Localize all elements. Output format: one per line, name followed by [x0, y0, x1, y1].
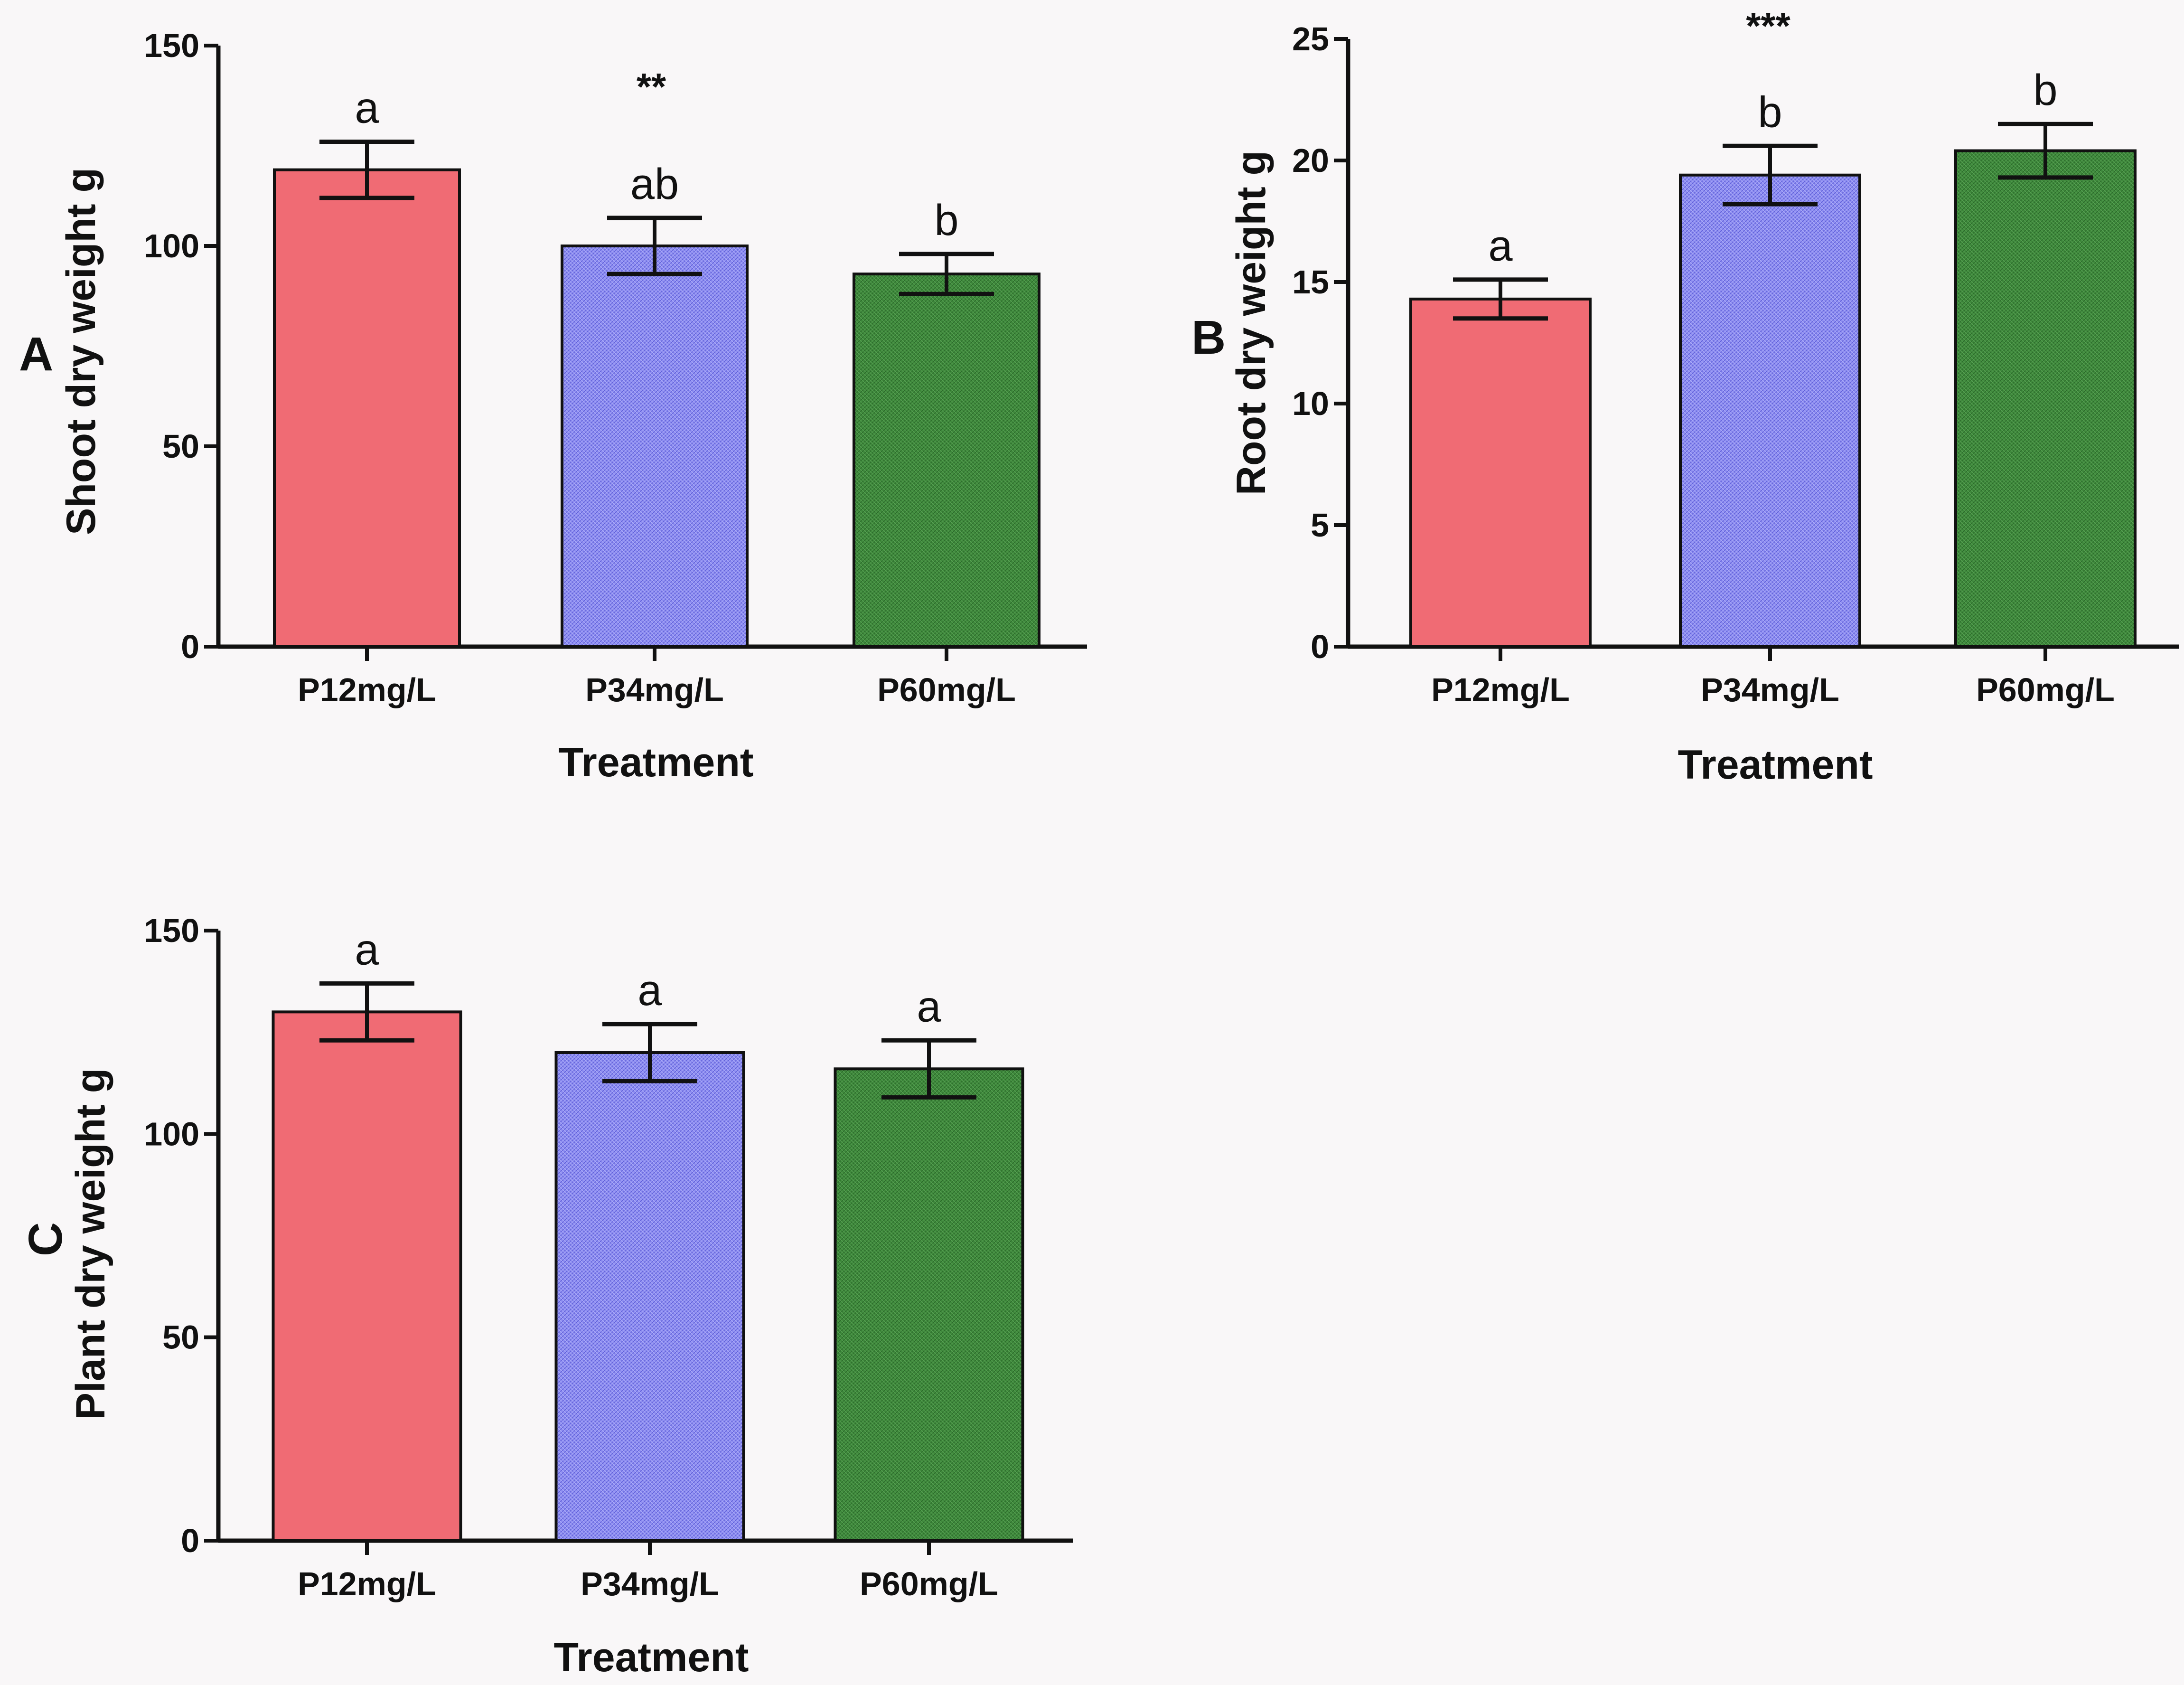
x-tick-label: P12mg/L [298, 1565, 436, 1602]
significance-letter: a [355, 925, 379, 974]
panel-letter: B [1191, 311, 1226, 364]
significance-letter: b [1758, 88, 1782, 136]
y-tick-label: 150 [144, 912, 199, 949]
y-tick-label: 25 [1292, 20, 1329, 57]
significance-letter: a [355, 84, 379, 132]
bar [1954, 149, 2137, 648]
significance-letter: b [934, 196, 958, 245]
significance-letter: ab [630, 160, 679, 208]
y-axis-title: Root dry weight g [1228, 151, 1274, 495]
y-tick-label: 0 [1311, 628, 1329, 665]
y-tick-label: 10 [1292, 385, 1329, 422]
y-tick-label: 0 [181, 628, 199, 665]
significance-letter: b [2033, 66, 2057, 114]
y-tick-label: 5 [1311, 507, 1329, 544]
plot-area: 0 5 10 15 20 25 a P12mg/L b P34mg/L b P60mg/L [1292, 20, 2179, 708]
x-tick-label: P60mg/L [1976, 671, 2115, 708]
panel-b: B Root dry weight g Treatment *** 0 5 10 15… [1191, 5, 2179, 788]
significance-letter: a [1488, 222, 1513, 270]
x-axis-title: Treatment [553, 1635, 749, 1680]
y-tick-label: 20 [1292, 142, 1329, 179]
x-tick-label: P34mg/L [585, 671, 724, 708]
significance-letter: a [637, 966, 662, 1015]
y-axis-title: Shoot dry weight g [58, 168, 104, 535]
y-tick-label: 0 [181, 1522, 199, 1559]
y-tick-label: 15 [1292, 264, 1329, 301]
bar [272, 1010, 462, 1542]
panel-letter: A [19, 328, 53, 381]
significance-letter: a [917, 982, 941, 1031]
x-tick-label: P60mg/L [860, 1565, 998, 1602]
panel-c: C Plant dry weight g Treatment 0 50 100 150… [19, 912, 1073, 1680]
bar [834, 1067, 1024, 1542]
x-tick-label: P12mg/L [1431, 671, 1570, 708]
x-tick-label: P12mg/L [298, 671, 436, 708]
y-tick-label: 150 [144, 27, 199, 64]
x-axis-title: Treatment [558, 740, 753, 785]
significance-stars: ** [637, 66, 666, 108]
bar [853, 273, 1040, 648]
bar [554, 1051, 745, 1542]
bar [561, 245, 749, 648]
bar [1679, 173, 1861, 649]
bar [1409, 297, 1592, 648]
plot-area: 0 50 100 150 a P12mg/L ab P34mg/L b P60mg/L [144, 27, 1087, 708]
x-axis-title: Treatment [1678, 742, 1873, 788]
bar [273, 168, 461, 648]
plot-area: 0 50 100 150 a P12mg/L a P34mg/L a P60mg/L [144, 912, 1073, 1602]
significance-stars: *** [1746, 5, 1790, 47]
y-tick-label: 100 [144, 227, 199, 264]
panel-letter: C [19, 1222, 72, 1256]
y-tick-label: 50 [162, 1319, 199, 1356]
panel-a: A Shoot dry weight g Treatment ** 0 50 100… [19, 27, 1087, 785]
x-tick-label: P34mg/L [581, 1565, 719, 1602]
x-tick-label: P60mg/L [877, 671, 1016, 708]
y-tick-label: 100 [144, 1115, 199, 1152]
x-tick-label: P34mg/L [1701, 671, 1839, 708]
y-axis-title: Plant dry weight g [68, 1068, 113, 1420]
y-tick-label: 50 [162, 428, 199, 465]
